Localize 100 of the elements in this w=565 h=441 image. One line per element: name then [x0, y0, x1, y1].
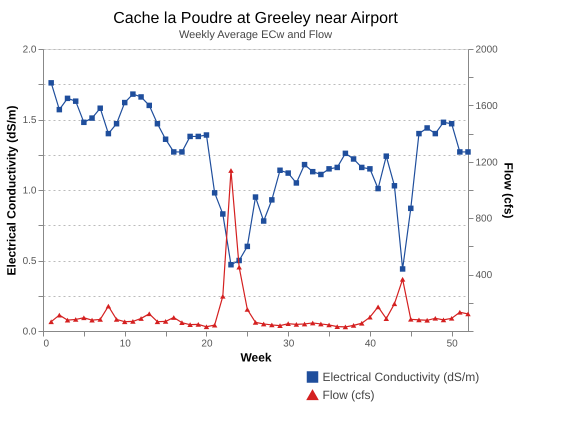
point	[375, 304, 381, 310]
point	[384, 153, 390, 159]
point	[48, 319, 54, 324]
y2-tick-label: 2000	[476, 44, 498, 56]
y2-tick-label: 1600	[476, 100, 498, 112]
point	[106, 130, 112, 136]
point	[122, 319, 128, 324]
x-tick-label: 30	[283, 338, 295, 350]
point	[334, 324, 340, 329]
point	[302, 322, 308, 326]
point	[294, 322, 300, 327]
point	[334, 164, 340, 170]
point	[465, 149, 471, 155]
point	[318, 172, 324, 178]
y-tick-label: 1.5	[22, 115, 37, 126]
y2-tick-label: 400	[476, 270, 493, 282]
y2-tick-label: 1200	[476, 157, 498, 168]
point	[457, 310, 463, 315]
point	[408, 316, 414, 322]
point	[277, 168, 283, 173]
point	[97, 105, 103, 111]
point	[432, 316, 438, 321]
point	[154, 120, 160, 126]
x-tick-label: 40	[364, 338, 376, 350]
point	[220, 211, 226, 217]
point	[342, 324, 348, 330]
point	[384, 316, 390, 321]
point	[359, 164, 364, 170]
point	[392, 301, 398, 306]
point	[440, 120, 446, 126]
point	[204, 324, 210, 330]
y2-tick-label: 800	[476, 214, 493, 225]
point	[179, 320, 185, 326]
point	[64, 318, 70, 323]
point	[326, 322, 332, 328]
x-axis-title: Week	[240, 350, 272, 364]
point	[81, 315, 87, 320]
point	[106, 304, 112, 309]
point	[269, 197, 275, 203]
point	[416, 317, 422, 322]
point	[212, 322, 218, 328]
point	[294, 180, 300, 186]
point	[285, 321, 291, 326]
point	[260, 322, 266, 326]
point	[448, 316, 454, 321]
point	[367, 314, 373, 320]
point	[318, 322, 324, 326]
point	[162, 136, 168, 142]
y2-axis-title: Flow (cfs)	[502, 162, 516, 218]
point	[179, 149, 185, 155]
point	[350, 156, 356, 162]
point	[252, 194, 258, 200]
point	[138, 316, 144, 321]
point	[375, 186, 381, 192]
point	[367, 166, 373, 172]
point	[114, 317, 120, 322]
point	[97, 317, 103, 322]
point	[310, 320, 316, 326]
point	[424, 318, 430, 323]
legend-label: Flow (cfs)	[322, 388, 374, 402]
point	[252, 320, 258, 325]
point	[89, 115, 95, 121]
x-tick-label: 10	[120, 338, 132, 350]
point	[310, 168, 316, 174]
chart-subtitle: Weekly Average ECw and Flow	[178, 29, 332, 41]
point	[171, 315, 177, 320]
point	[114, 120, 120, 126]
point	[285, 170, 291, 176]
point	[244, 244, 250, 250]
point	[204, 132, 210, 138]
y-tick-label: 2.0	[22, 44, 37, 56]
point	[130, 91, 136, 97]
chart-title: Cache la Poudre at Greeley near Airport	[113, 10, 398, 27]
x-tick-label: 20	[201, 338, 213, 350]
y-tick-label: 0.5	[22, 256, 37, 267]
point	[48, 80, 54, 86]
point	[187, 134, 193, 140]
point	[56, 312, 62, 318]
point	[392, 183, 398, 189]
point	[440, 317, 446, 322]
point	[72, 317, 78, 322]
point	[408, 206, 414, 212]
y-axis-title: Electrical Conductivity (dS/m)	[4, 105, 19, 276]
point	[171, 149, 177, 155]
point	[277, 323, 283, 328]
point	[260, 218, 266, 224]
point	[72, 98, 78, 104]
point	[228, 262, 234, 268]
point	[269, 322, 275, 328]
point	[89, 318, 95, 323]
point	[154, 319, 160, 324]
point	[465, 312, 471, 316]
point	[448, 120, 454, 126]
point	[228, 168, 234, 173]
point	[196, 134, 202, 140]
legend-label: Electrical Conductivity (dS/m)	[322, 370, 480, 384]
point	[416, 130, 422, 136]
point	[244, 307, 250, 312]
y-tick-label: 0.0	[22, 326, 37, 338]
point	[138, 94, 144, 100]
